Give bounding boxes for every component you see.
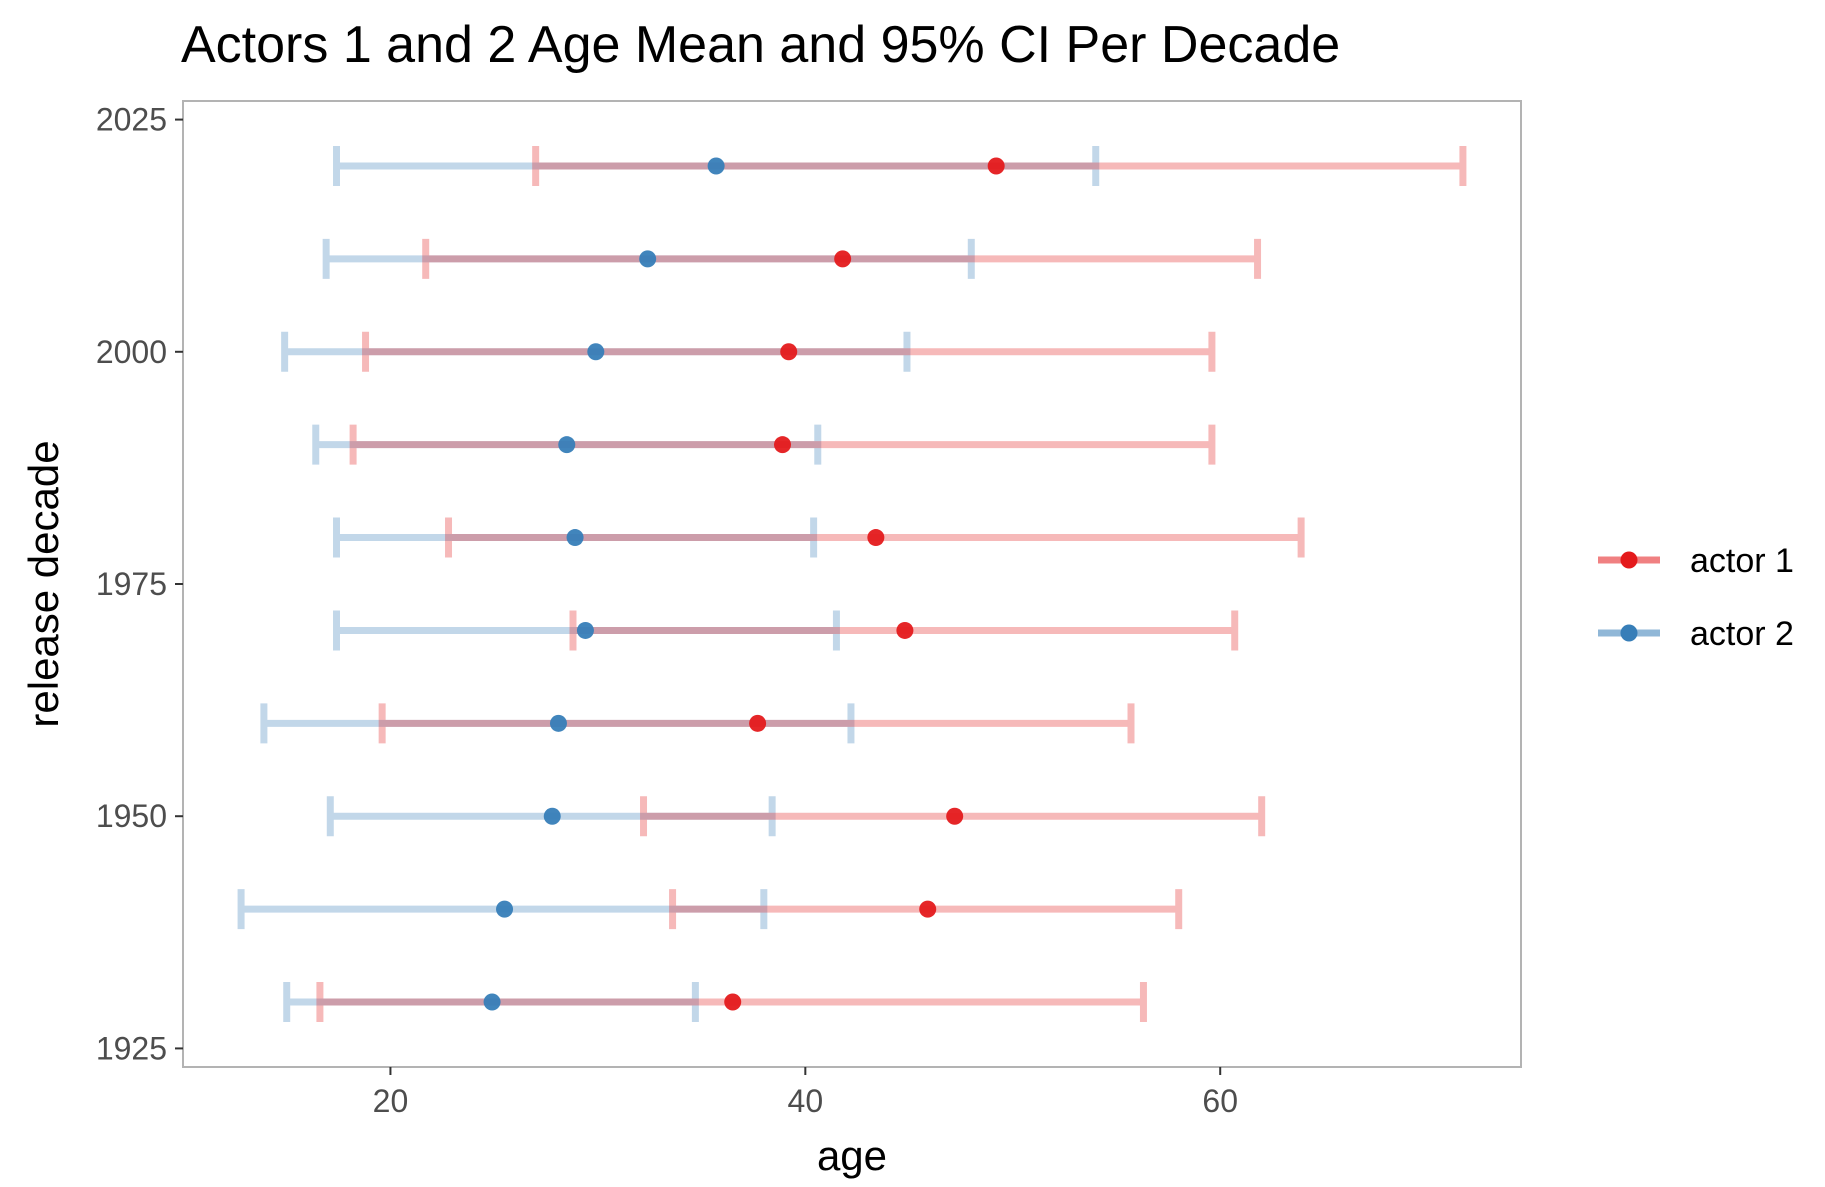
- actor2-mean-point-2020: [707, 157, 725, 175]
- actor2-mean-point-1980: [566, 529, 584, 547]
- y-tick-label-2000: 2000: [96, 334, 167, 370]
- actor1-mean-point-1990: [774, 436, 792, 454]
- actor1-mean-point-2010: [834, 250, 852, 268]
- actor1-mean-point-1980: [867, 529, 885, 547]
- chart-title: Actors 1 and 2 Age Mean and 95% CI Per D…: [181, 16, 1340, 74]
- actor1-mean-point-1940: [919, 900, 937, 918]
- x-tick-label-40: 40: [788, 1083, 824, 1119]
- x-tick-label-60: 60: [1202, 1083, 1238, 1119]
- y-tick-label-1950: 1950: [96, 798, 167, 834]
- actor1-mean-point-1970: [896, 621, 914, 639]
- x-axis-title: age: [817, 1132, 887, 1179]
- chart-legend: actor 1 actor 2: [1598, 542, 1794, 653]
- legend-point-actor1: [1620, 551, 1638, 569]
- actor2-mean-point-1950: [543, 807, 561, 825]
- actor1-mean-point-1960: [749, 714, 767, 732]
- chart-marks: [237, 146, 1467, 1022]
- actor2-mean-point-1960: [549, 714, 567, 732]
- x-tick-label-20: 20: [373, 1083, 409, 1119]
- legend-point-actor2: [1620, 624, 1638, 642]
- actor1-mean-point-2020: [987, 157, 1005, 175]
- y-axis-title: release decade: [20, 440, 67, 727]
- actor2-mean-point-1930: [483, 993, 501, 1011]
- legend-label-actor1: actor 1: [1690, 542, 1794, 580]
- actor1-mean-point-1950: [946, 807, 964, 825]
- legend-label-actor2: actor 2: [1690, 615, 1794, 653]
- y-tick-label-1925: 1925: [96, 1030, 167, 1066]
- actor2-mean-point-2000: [587, 343, 605, 361]
- actor1-mean-point-2000: [780, 343, 798, 361]
- y-tick-label-2025: 2025: [96, 102, 167, 138]
- chart-axes: 20 40 60 1925 1950 1975 2000 2025: [96, 102, 1238, 1119]
- actor1-mean-point-1930: [724, 993, 742, 1011]
- actor2-mean-point-1990: [558, 436, 576, 454]
- actor2-mean-point-1940: [496, 900, 514, 918]
- plot-panel: [182, 100, 1522, 1068]
- y-tick-label-1975: 1975: [96, 566, 167, 602]
- actor2-mean-point-1970: [576, 621, 594, 639]
- actor2-mean-point-2010: [639, 250, 657, 268]
